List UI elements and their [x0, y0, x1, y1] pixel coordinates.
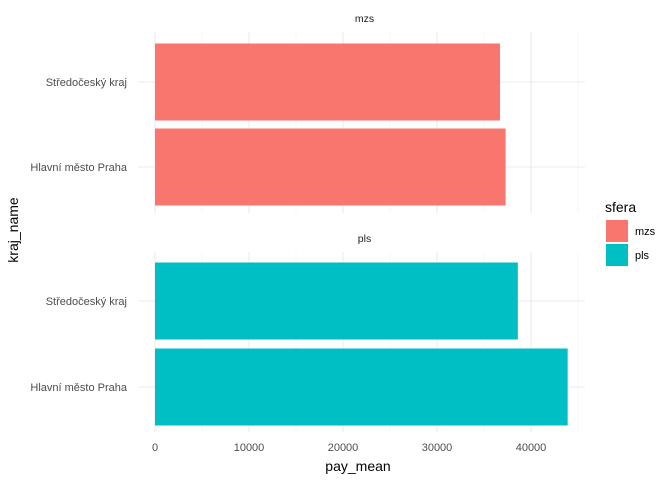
facet-strip-label: pls: [358, 233, 371, 245]
legend: sfera mzs pls: [605, 199, 656, 266]
y-tick-label: Hlavní město Praha: [30, 382, 127, 394]
y-tick-label: Hlavní město Praha: [30, 162, 127, 174]
x-tick-label: 30000: [422, 442, 453, 454]
x-tick-label: 10000: [234, 442, 265, 454]
x-axis-title: pay_mean: [325, 458, 390, 474]
y-tick-label: Středočeský kraj: [46, 296, 127, 308]
legend-key-mzs: [606, 220, 628, 242]
bar-mzs-stredocesky-kraj: [155, 43, 500, 121]
x-tick-label: 40000: [516, 442, 547, 454]
bar-mzs-hlavni-mesto-praha: [155, 128, 506, 206]
x-tick-label: 0: [152, 442, 158, 454]
legend-label-mzs: mzs: [635, 226, 656, 238]
y-axis-title: kraj_name: [5, 197, 21, 263]
x-axis-ticks: 0 10000 20000 30000 40000: [152, 442, 546, 454]
facet-strip-label: mzs: [355, 13, 374, 25]
bar-pls-hlavni-mesto-praha: [155, 348, 568, 426]
facet-panel-pls: pls Středočeský kraj Hlavní město Praha: [30, 233, 585, 432]
x-tick-label: 20000: [328, 442, 359, 454]
legend-label-pls: pls: [635, 250, 650, 262]
legend-title: sfera: [605, 199, 636, 215]
y-tick-label: Středočeský kraj: [46, 77, 127, 89]
bar-pls-stredocesky-kraj: [155, 262, 518, 340]
legend-key-pls: [606, 244, 628, 266]
facet-panel-mzs: mzs Středočeský kraj Hlavní město Praha: [30, 13, 585, 213]
